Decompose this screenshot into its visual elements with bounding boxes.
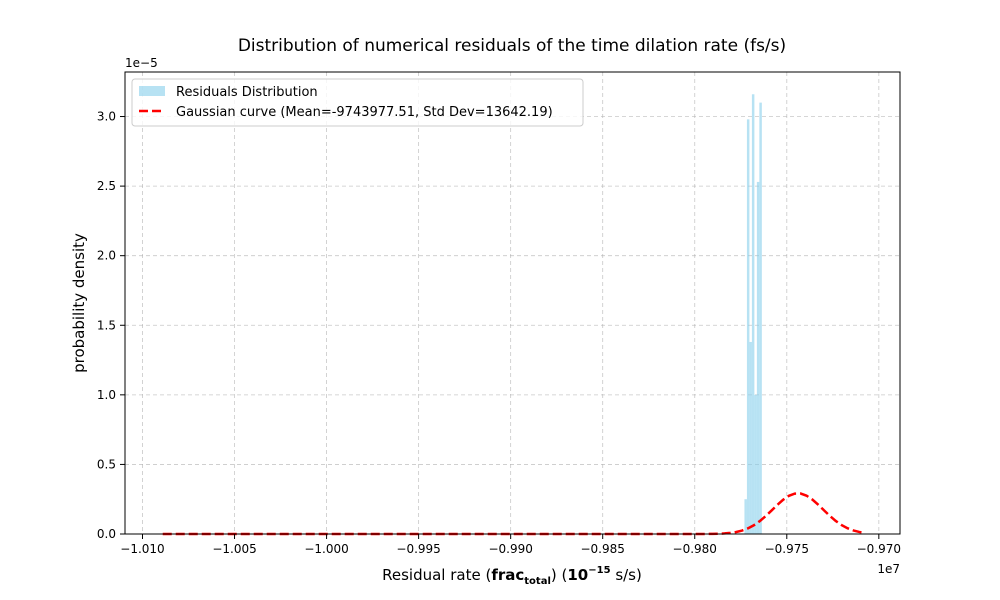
histogram-bar	[746, 119, 750, 534]
x-axis-label-suffix: s/s)	[611, 566, 642, 584]
plot-area-frame	[124, 71, 901, 535]
x-axis-label-sub: total	[524, 576, 551, 587]
x-axis-label-mid: ) (	[551, 566, 567, 584]
x-offset-label: 1e7	[877, 562, 900, 576]
x-tick-label: −1.000	[304, 542, 348, 556]
y-tick-label: 2.5	[97, 179, 116, 193]
legend-swatch-histogram	[139, 86, 165, 96]
histogram-bar	[754, 394, 757, 534]
histogram-bar	[756, 181, 760, 535]
x-axis-ticks: −1.010 −1.005 −1.000 −0.995 −0.990 −0.985 −0.9…	[120, 534, 901, 556]
x-tick-label: −0.995	[396, 542, 440, 556]
y-offset-label: 1e−5	[125, 56, 158, 70]
histogram-bar	[744, 499, 747, 534]
histogram-bar	[759, 102, 762, 535]
y-tick-label: 0.5	[97, 457, 116, 471]
y-tick-label: 3.0	[97, 110, 116, 124]
legend-label-histogram: Residuals Distribution	[176, 85, 318, 100]
legend-label-gaussian: Gaussian curve (Mean=-9743977.51, Std De…	[176, 105, 553, 120]
y-tick-label: 2.0	[97, 249, 116, 263]
x-tick-label: −0.980	[673, 542, 717, 556]
x-tick-label: −0.990	[488, 542, 532, 556]
x-tick-label: −0.985	[580, 542, 624, 556]
x-axis-label: Residual rate (fractotal) (10−15 s/s)	[382, 565, 642, 587]
y-tick-label: 0.0	[97, 527, 116, 541]
legend: Residuals Distribution Gaussian curve (M…	[131, 78, 584, 127]
x-axis-label-exp: −15	[588, 565, 610, 576]
x-tick-label: −0.970	[857, 542, 901, 556]
x-tick-label: −0.975	[765, 542, 809, 556]
histogram-bar	[751, 94, 755, 534]
y-tick-label: 1.5	[97, 318, 116, 332]
legend-box	[131, 78, 584, 127]
y-axis-ticks: 0.0 0.5 1.0 1.5 2.0 2.5 3.0	[97, 110, 125, 541]
histogram-bar	[749, 341, 752, 534]
y-axis-label: probability density	[70, 233, 88, 373]
x-axis-label-frac: frac	[491, 566, 524, 584]
x-axis-label-base: 10	[567, 566, 588, 584]
x-axis-label-prefix: Residual rate (	[382, 566, 491, 584]
x-tick-label: −1.005	[212, 542, 256, 556]
y-tick-label: 1.0	[97, 388, 116, 402]
x-tick-label: −1.010	[120, 542, 164, 556]
histogram-bars	[744, 94, 762, 535]
chart-title: Distribution of numerical residuals of t…	[238, 36, 786, 56]
